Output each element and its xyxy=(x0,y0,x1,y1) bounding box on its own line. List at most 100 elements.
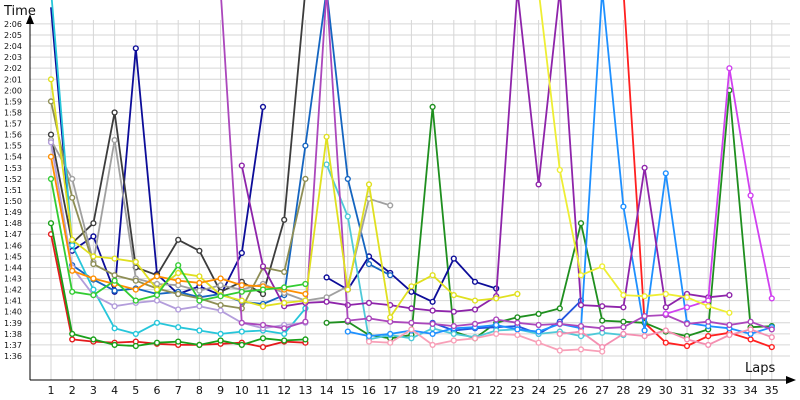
data-point xyxy=(662,327,669,334)
y-tick-label: 1:39 xyxy=(4,319,22,328)
data-point xyxy=(153,339,161,346)
data-point xyxy=(365,338,373,345)
data-point xyxy=(302,175,309,183)
y-tick-label: 2:06 xyxy=(4,20,22,29)
x-tick-label: 5 xyxy=(132,384,139,397)
data-point xyxy=(132,330,139,338)
x-tick-label: 8 xyxy=(196,384,203,397)
data-point xyxy=(196,273,203,280)
y-tick-label: 2:02 xyxy=(4,64,22,73)
data-point xyxy=(238,282,245,289)
y-tick-label: 1:53 xyxy=(4,164,22,173)
data-point xyxy=(153,297,161,304)
series-layer xyxy=(47,0,775,355)
data-point xyxy=(323,298,330,305)
data-point xyxy=(259,303,267,310)
data-point xyxy=(302,318,309,325)
data-point xyxy=(599,303,606,310)
data-point xyxy=(132,45,139,52)
data-point xyxy=(69,288,76,295)
data-point xyxy=(429,103,436,111)
series-22 xyxy=(365,326,606,355)
data-point xyxy=(450,337,457,344)
data-point xyxy=(471,297,479,304)
series-21 xyxy=(556,326,775,351)
data-point xyxy=(90,275,97,282)
x-tick-label: 14 xyxy=(320,384,334,397)
data-point xyxy=(217,307,224,314)
data-point xyxy=(429,330,436,338)
data-point xyxy=(514,331,521,339)
data-point xyxy=(111,272,118,279)
y-tick-label: 1:43 xyxy=(4,275,22,284)
x-tick-label: 18 xyxy=(404,384,418,397)
data-point xyxy=(577,272,585,279)
data-point xyxy=(556,330,563,338)
y-tick-label: 1:59 xyxy=(4,97,22,106)
data-point xyxy=(238,319,245,326)
data-point xyxy=(683,336,691,343)
data-point xyxy=(69,194,76,201)
y-tick-label: 1:46 xyxy=(4,241,22,250)
x-tick-label: 25 xyxy=(553,384,567,397)
data-point xyxy=(281,299,288,307)
x-axis-label: Laps xyxy=(745,361,775,376)
data-point xyxy=(111,255,118,262)
y-tick-label: 1:38 xyxy=(4,330,22,339)
data-point xyxy=(47,76,55,83)
data-point xyxy=(217,330,224,338)
data-point xyxy=(535,310,542,318)
data-point xyxy=(514,319,521,326)
data-point xyxy=(599,348,606,355)
data-point xyxy=(175,338,182,345)
data-point xyxy=(217,337,224,344)
x-tick-label: 24 xyxy=(532,384,546,397)
x-tick-label: 9 xyxy=(217,384,224,397)
data-point xyxy=(577,220,585,227)
data-point xyxy=(429,272,436,279)
data-point xyxy=(132,258,139,266)
data-point xyxy=(344,317,351,324)
x-tick-label: 11 xyxy=(256,384,270,397)
data-point xyxy=(429,320,436,328)
data-point xyxy=(599,317,606,324)
data-point xyxy=(132,277,139,284)
data-point xyxy=(281,268,288,276)
data-point xyxy=(471,335,479,342)
data-point xyxy=(620,203,627,210)
y-tick-label: 1:52 xyxy=(4,175,22,184)
data-point xyxy=(535,321,542,329)
y-tick-label: 1:51 xyxy=(4,186,22,195)
data-point xyxy=(217,302,224,309)
data-point xyxy=(620,304,627,311)
data-point xyxy=(196,279,203,287)
series-line xyxy=(538,0,730,314)
data-point xyxy=(429,298,436,305)
y-tick-label: 1:36 xyxy=(4,352,22,361)
x-tick-label: 17 xyxy=(383,384,397,397)
y-tick-label: 1:44 xyxy=(4,263,22,272)
x-tick-label: 16 xyxy=(362,384,376,397)
data-point xyxy=(217,282,224,289)
data-point xyxy=(217,275,224,282)
y-tick-label: 1:54 xyxy=(4,153,22,162)
series-17 xyxy=(662,65,775,318)
x-tick-label: 15 xyxy=(341,384,355,397)
data-point xyxy=(90,261,97,268)
y-axis-label: Time xyxy=(3,4,36,19)
data-point xyxy=(47,98,55,105)
data-point xyxy=(196,327,203,334)
data-point xyxy=(47,139,55,146)
data-point xyxy=(323,274,330,281)
series-3 xyxy=(47,220,309,350)
data-point xyxy=(514,314,521,321)
data-point xyxy=(344,175,351,183)
data-point xyxy=(111,303,118,310)
data-point xyxy=(577,346,585,353)
data-point xyxy=(662,310,669,318)
x-tick-label: 1 xyxy=(48,384,55,397)
data-point xyxy=(556,347,563,354)
data-point xyxy=(281,330,288,338)
data-point xyxy=(238,249,245,257)
data-point xyxy=(705,341,712,349)
